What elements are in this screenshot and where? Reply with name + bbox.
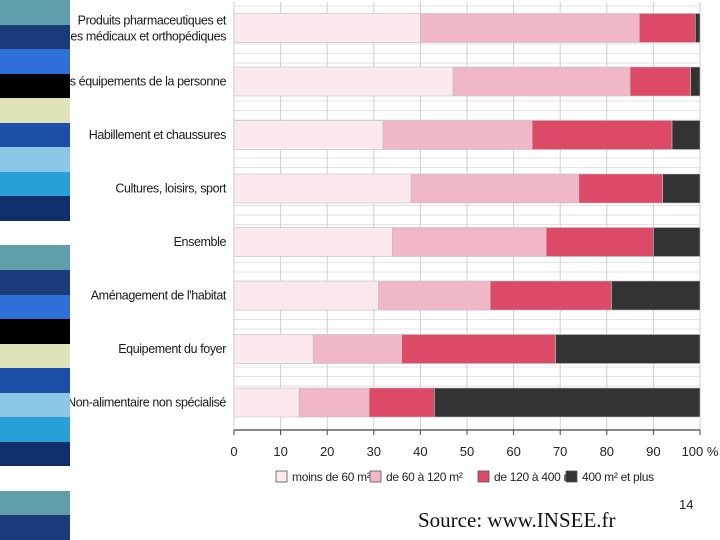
bar-segment — [233, 13, 421, 43]
x-axis: 0 10 20 30 40 50 60 70 80 90 100 % — [230, 429, 719, 459]
strip-block — [0, 0, 70, 26]
category-label: Non-alimentaire non spécialisé — [70, 396, 226, 410]
legend-swatch — [275, 470, 288, 483]
decorative-side-strip — [0, 0, 70, 540]
legend-label: 400 m² et plus — [582, 470, 654, 484]
bar-segment — [452, 66, 631, 97]
x-tick-label: 80 — [600, 444, 614, 459]
chart-bars — [233, 13, 701, 418]
strip-block — [0, 490, 70, 516]
bar-segment — [531, 120, 673, 150]
bar-segment — [382, 120, 533, 150]
x-tick-label: 90 — [646, 444, 660, 459]
legend-label: de 60 à 120 m² — [386, 470, 463, 484]
strip-block — [0, 466, 70, 492]
strip-block — [0, 220, 70, 246]
bar-segment — [392, 227, 547, 257]
category-labels: Produits pharmaceutiques etarticles médi… — [70, 14, 227, 410]
bar-segment — [233, 120, 384, 150]
strip-block — [0, 294, 70, 320]
x-tick-label: 20 — [320, 444, 334, 459]
bar-segment — [653, 227, 701, 257]
strip-block — [0, 392, 70, 418]
strip-block — [0, 368, 70, 394]
bar-segment — [578, 173, 664, 204]
stacked-bar-chart: Produits pharmaceutiques etarticles médi… — [70, 2, 719, 484]
strip-block — [0, 98, 70, 124]
x-tick-label: 50 — [460, 444, 474, 459]
bar-segment — [662, 173, 701, 204]
strip-block — [0, 441, 70, 467]
legend-swatch — [369, 470, 382, 483]
strip-block — [0, 171, 70, 197]
bar-segment — [233, 173, 412, 204]
category-label: Autres équipements de la personne — [70, 75, 226, 89]
strip-block — [0, 319, 70, 345]
x-tick-label: 30 — [367, 444, 381, 459]
bar-segment — [629, 66, 691, 97]
strip-block — [0, 417, 70, 443]
legend-swatch — [565, 470, 578, 483]
chart-grid — [233, 2, 701, 430]
category-label: Produits pharmaceutiques etarticles médi… — [70, 14, 227, 44]
strip-block — [0, 245, 70, 271]
legend-swatch — [477, 470, 490, 483]
category-label: Ensemble — [174, 235, 227, 249]
bar-segment — [233, 280, 379, 311]
x-tick-label: 100 % — [682, 444, 719, 459]
bar-segment — [410, 173, 580, 204]
x-tick-label: 0 — [230, 444, 237, 459]
bar-segment — [489, 280, 612, 311]
bar-segment — [298, 387, 370, 418]
bar-segment — [695, 13, 701, 43]
legend-label: moins de 60 m² — [292, 470, 371, 484]
bar-segment — [312, 334, 403, 364]
category-label: Equipement du foyer — [118, 342, 226, 356]
x-tick-label: 10 — [273, 444, 287, 459]
strip-block — [0, 122, 70, 148]
x-tick-label: 70 — [553, 444, 567, 459]
page-number: 14 — [679, 497, 694, 512]
bar-segment — [401, 334, 556, 364]
bar-segment — [378, 280, 491, 311]
strip-block — [0, 270, 70, 296]
chart-legend: moins de 60 m² de 60 à 120 m² de 120 à 400… — [275, 470, 654, 484]
legend-label: de 120 à 400 m² — [494, 470, 577, 484]
strip-block — [0, 196, 70, 222]
bar-segment — [233, 227, 393, 257]
bar-segment — [420, 13, 640, 43]
bar-segment — [434, 387, 701, 418]
bar-segment — [690, 66, 701, 97]
x-tick-label: 40 — [413, 444, 427, 459]
category-label: Aménagement de l'habitat — [91, 289, 227, 303]
strip-block — [0, 147, 70, 173]
bar-segment — [639, 13, 696, 43]
bar-segment — [671, 120, 701, 150]
bar-segment — [611, 280, 701, 311]
bar-segment — [233, 334, 314, 364]
strip-block — [0, 24, 70, 50]
strip-block — [0, 515, 70, 540]
strip-block — [0, 49, 70, 75]
category-label: Habillement et chaussures — [89, 128, 226, 142]
strip-block — [0, 343, 70, 369]
x-tick-label: 60 — [506, 444, 520, 459]
strip-block — [0, 73, 70, 99]
bar-segment — [555, 334, 701, 364]
bar-segment — [545, 227, 654, 257]
bar-segment — [368, 387, 435, 418]
bar-segment — [233, 387, 300, 418]
source-caption: Source: www.INSEE.fr — [418, 508, 616, 532]
category-label: Cultures, loisirs, sport — [115, 182, 226, 196]
bar-segment — [233, 66, 454, 97]
